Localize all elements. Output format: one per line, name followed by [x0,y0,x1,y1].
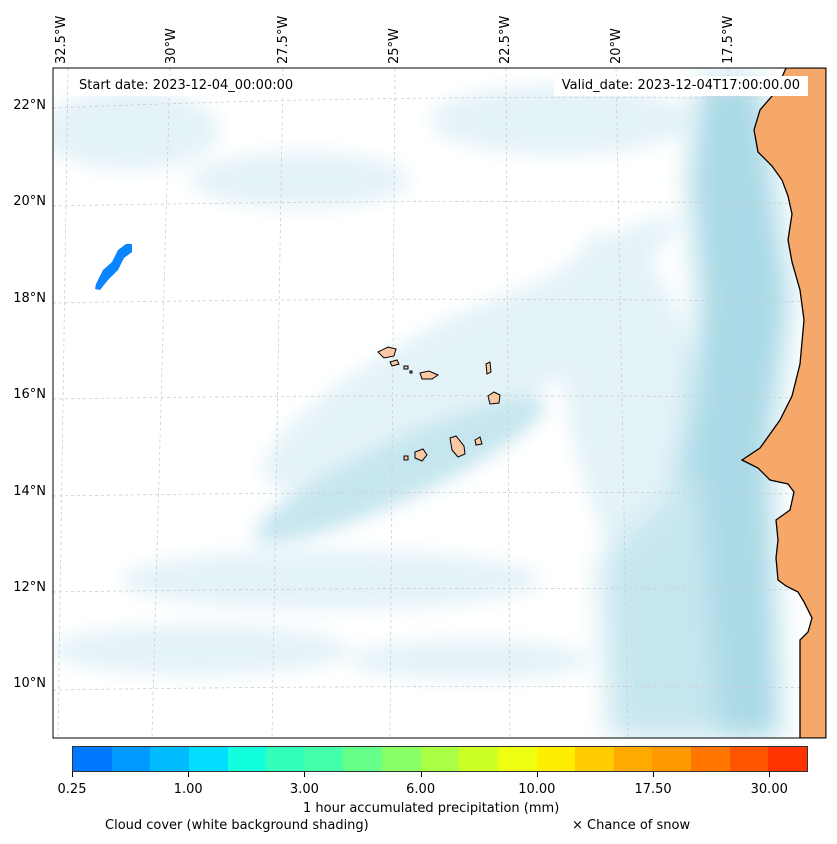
cloud-cover-legend: Cloud cover (white background shading) [105,818,369,833]
lon-label: 30°W [164,28,179,64]
colorbar-segment [227,747,267,771]
colorbar-label: 1 hour accumulated precipitation (mm) [303,801,560,816]
colorbar-tickmark [188,772,190,777]
map-frame [52,67,827,739]
colorbar-segment [150,747,189,771]
lat-label: 16°N [13,387,46,402]
colorbar-segment [575,747,614,771]
colorbar-tick-label: 6.00 [406,782,436,797]
snow-legend: × Chance of snow [572,818,691,833]
colorbar-tickmark [304,772,306,777]
cape-verde-islands [377,346,501,462]
colorbar-tick-label: 0.25 [57,782,87,797]
colorbar-segment [111,747,151,771]
colorbar-segment [536,747,576,771]
colorbar-segment [459,747,498,771]
colorbar-tickmark [72,772,73,777]
colorbar-segment [420,747,460,771]
colorbar-segment [73,747,112,771]
cloud-band-coastal [600,80,790,738]
lat-label: 22°N [13,98,46,113]
colorbar-segment [382,747,421,771]
colorbar-segment [691,747,730,771]
colorbar-segment [652,747,691,771]
colorbar-segment [497,747,537,771]
lat-label: 18°N [13,291,46,306]
colorbar-segment [188,747,228,771]
colorbar-segment [343,747,382,771]
colorbar-segment [266,747,305,771]
colorbar-segment [729,747,769,771]
lon-label: 27.5°W [276,15,291,64]
colorbar-tickmark [653,772,655,777]
lon-label: 17.5°W [721,15,736,64]
colorbar-tick-label: 17.50 [634,782,672,797]
colorbar-segment [613,747,653,771]
precipitation-area [95,244,132,290]
colorbar-tick-label: 10.00 [518,782,556,797]
colorbar-segment [768,747,807,771]
colorbar-tick-label: 30.00 [750,782,788,797]
lon-label: 20°W [609,28,624,64]
start-date-label: Start date: 2023-12-04_00:00:00 [71,76,302,96]
precipitation-colorbar [72,746,808,772]
africa-coast [740,68,826,738]
colorbar-tickmark [420,772,422,777]
colorbar-tickmark [769,772,771,777]
lon-label: 22.5°W [498,15,513,64]
graticule [53,68,826,738]
lon-label: 25°W [387,28,402,64]
valid-date-label: Valid_date: 2023-12-04T17:00:00.00 [553,76,808,96]
lat-label: 20°N [13,194,46,209]
lon-label: 32.5°W [54,15,69,64]
colorbar-tickmark [536,772,538,777]
lat-label: 10°N [13,676,46,691]
colorbar-segment [304,747,344,771]
colorbar-tick-label: 3.00 [289,782,319,797]
colorbar-tick-label: 1.00 [173,782,203,797]
lat-label: 12°N [13,580,46,595]
lat-label: 14°N [13,484,46,499]
